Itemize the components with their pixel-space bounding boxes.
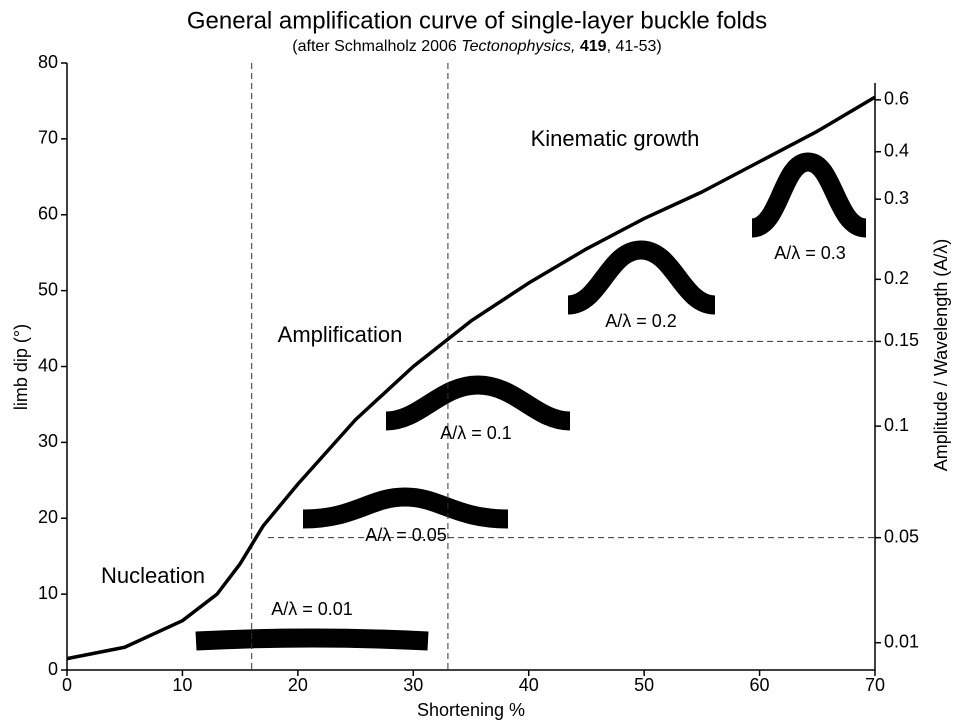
fold-icon [195, 628, 429, 651]
fold-icon [302, 487, 509, 529]
y-tick-label: 60 [38, 204, 58, 224]
chart-title: General amplification curve of single-la… [187, 7, 767, 34]
y2-tick-label: 0.1 [884, 415, 909, 435]
y-tick-label: 70 [38, 128, 58, 148]
fold-icon [750, 152, 868, 238]
y2-tick-label: 0.4 [884, 141, 909, 161]
y-axis-label: limb dip (°) [11, 324, 31, 410]
chart-subtitle: (after Schmalholz 2006 Tectonophysics, 4… [292, 38, 661, 55]
y2-tick-label: 0.15 [884, 330, 919, 350]
subtitle-part: Tectonophysics, [461, 38, 575, 55]
y-tick-label: 20 [38, 507, 58, 527]
y2-tick-label: 0.2 [884, 268, 909, 288]
curve [66, 95, 876, 661]
y2-tick-label: 0.3 [884, 188, 909, 208]
annotation: A/λ = 0.2 [605, 311, 677, 331]
x-tick-label: 50 [634, 675, 654, 695]
y2-axis-label: Amplitude / Wavelength (A/λ) [931, 239, 951, 471]
y-tick-label: 10 [38, 583, 58, 603]
y2-tick-label: 0.01 [884, 631, 919, 651]
annotation: A/λ = 0.01 [271, 599, 353, 619]
y-tick-label: 0 [48, 659, 58, 679]
y-tick-label: 40 [38, 355, 58, 375]
x-tick-label: 0 [62, 675, 72, 695]
y2-tick-label: 0.05 [884, 526, 919, 546]
annotation: Kinematic growth [531, 126, 700, 151]
annotation: Nucleation [101, 563, 205, 588]
subtitle-part: , 41-53) [607, 38, 662, 55]
fold-icon [385, 375, 571, 431]
annotation: A/λ = 0.3 [774, 243, 846, 263]
y-tick-label: 80 [38, 52, 58, 72]
x-tick-label: 20 [288, 675, 308, 695]
fold-icon [566, 240, 717, 315]
fold-icons [195, 152, 868, 651]
x-tick-label: 60 [750, 675, 770, 695]
x-tick-label: 30 [403, 675, 423, 695]
x-tick-label: 40 [519, 675, 539, 695]
x-axis-label: Shortening % [417, 700, 525, 720]
annotation: A/λ = 0.1 [440, 423, 512, 443]
subtitle-part: 419 [575, 38, 606, 55]
annotation: Amplification [278, 322, 403, 347]
y-tick-label: 30 [38, 431, 58, 451]
subtitle-part: (after Schmalholz 2006 [292, 38, 461, 55]
x-tick-label: 10 [172, 675, 192, 695]
x-tick-label: 70 [865, 675, 885, 695]
y-tick-label: 50 [38, 279, 58, 299]
y2-tick-label: 0.6 [884, 89, 909, 109]
annotation: A/λ = 0.05 [365, 525, 447, 545]
